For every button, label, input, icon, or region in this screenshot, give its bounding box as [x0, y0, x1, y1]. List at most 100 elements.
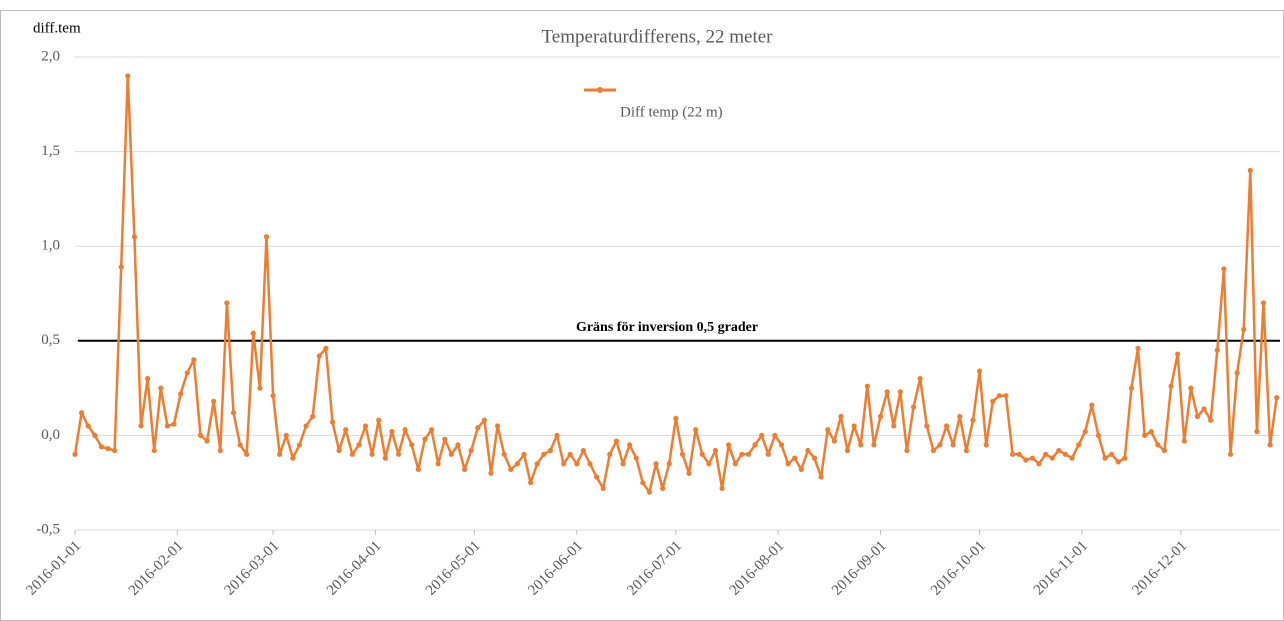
data-point [362, 423, 369, 429]
data-point [1016, 451, 1022, 457]
data-point [244, 451, 250, 457]
data-point [224, 300, 230, 306]
data-point [409, 442, 415, 448]
data-point [752, 442, 758, 448]
data-point [211, 398, 217, 404]
data-point [686, 470, 692, 476]
y-tick-label: -0,5 [36, 521, 60, 537]
data-point [990, 398, 996, 404]
data-point [356, 442, 362, 448]
data-point [1049, 455, 1055, 461]
data-point [1128, 385, 1135, 391]
data-point [851, 423, 857, 429]
data-point [79, 410, 85, 416]
data-point [343, 427, 349, 433]
data-point [547, 447, 553, 454]
data-point [105, 446, 111, 452]
data-point [1267, 442, 1273, 448]
data-point [72, 451, 78, 457]
data-point [937, 442, 943, 448]
data-point [1188, 385, 1194, 391]
data-point [1062, 451, 1069, 457]
data-point [996, 393, 1002, 399]
data-point [950, 442, 956, 448]
data-point [891, 423, 897, 429]
legend-marker [597, 87, 603, 93]
data-point [310, 413, 316, 420]
data-point [230, 410, 237, 416]
data-point [382, 455, 388, 461]
chart-border [0, 10, 1284, 621]
data-point [778, 442, 785, 448]
data-point [494, 423, 501, 429]
data-point [145, 376, 151, 382]
legend-label: Diff temp (22 m) [620, 104, 723, 120]
data-point [112, 447, 118, 454]
data-point [976, 368, 983, 374]
data-point [884, 389, 890, 395]
data-point [785, 461, 791, 467]
data-point [567, 451, 573, 457]
data-point [1135, 345, 1141, 351]
data-point [428, 427, 435, 433]
data-point [1260, 300, 1267, 306]
data-point [290, 455, 296, 461]
data-point [541, 451, 547, 457]
data-point [745, 451, 752, 457]
data-point [706, 461, 712, 467]
data-point [125, 73, 131, 79]
data-point [508, 466, 514, 473]
data-point [792, 455, 798, 461]
data-point [138, 423, 144, 429]
data-point [693, 427, 699, 433]
data-point [805, 447, 811, 454]
data-point [1089, 402, 1095, 408]
data-point [818, 474, 824, 480]
data-point [732, 461, 738, 467]
data-point [910, 404, 917, 410]
y-tick-label: 1,0 [41, 238, 60, 254]
data-point [283, 432, 289, 438]
data-point [250, 330, 256, 336]
data-point [587, 461, 593, 467]
data-point [270, 393, 276, 399]
data-point [673, 415, 679, 421]
data-point [323, 345, 329, 351]
data-point [798, 466, 804, 473]
data-point [1029, 455, 1035, 461]
data-point [217, 447, 223, 454]
data-point [765, 451, 771, 457]
data-point [118, 264, 124, 270]
reference-label: Gräns för inversion 0,5 grader [576, 320, 758, 335]
data-point [85, 423, 91, 429]
data-point [561, 461, 567, 467]
data-point [197, 432, 204, 438]
data-point [481, 417, 487, 423]
data-point [1095, 432, 1102, 438]
data-point [858, 442, 864, 448]
data-point [930, 447, 936, 454]
data-point [1175, 351, 1181, 357]
data-point [719, 485, 725, 491]
data-point [296, 442, 303, 448]
data-point [726, 442, 732, 448]
data-point [369, 451, 375, 457]
data-point [521, 451, 527, 457]
data-point [1194, 413, 1201, 420]
data-point [1023, 457, 1029, 463]
data-point [329, 419, 336, 425]
data-point [613, 438, 620, 444]
data-point [1201, 406, 1207, 412]
data-point [1234, 370, 1240, 376]
data-point [679, 451, 686, 457]
data-point [488, 470, 494, 476]
data-point [607, 451, 613, 457]
data-point [184, 370, 190, 376]
data-point [1115, 459, 1121, 465]
data-point [917, 376, 923, 382]
data-point [158, 385, 164, 391]
data-point [475, 425, 481, 431]
data-point [600, 485, 606, 491]
data-point [514, 461, 520, 467]
data-point [924, 423, 930, 429]
